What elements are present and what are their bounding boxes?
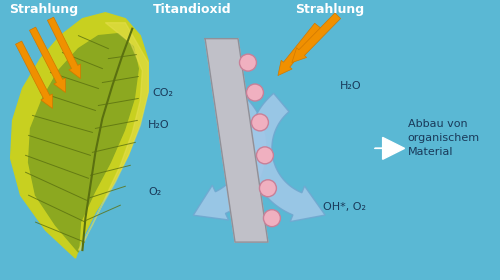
Text: O₂: O₂ — [148, 187, 162, 197]
Text: H₂O: H₂O — [148, 120, 170, 130]
Text: OH*, O₂: OH*, O₂ — [323, 202, 366, 212]
FancyArrow shape — [374, 137, 404, 159]
Circle shape — [260, 180, 276, 197]
Text: Strahlung: Strahlung — [8, 3, 78, 16]
Text: CO₂: CO₂ — [152, 88, 173, 97]
Circle shape — [256, 147, 274, 164]
Circle shape — [264, 210, 280, 227]
FancyArrow shape — [30, 27, 66, 92]
Text: H₂O: H₂O — [340, 81, 361, 90]
Circle shape — [240, 54, 256, 71]
FancyArrow shape — [278, 23, 321, 76]
Polygon shape — [205, 39, 268, 242]
Circle shape — [246, 84, 264, 101]
Polygon shape — [248, 93, 325, 221]
FancyArrow shape — [16, 41, 52, 108]
Text: Titandioxid: Titandioxid — [153, 3, 232, 16]
FancyArrow shape — [48, 17, 80, 79]
Text: Strahlung: Strahlung — [295, 3, 364, 16]
Text: Abbau von
organischem
Material: Abbau von organischem Material — [408, 119, 480, 157]
Circle shape — [252, 114, 268, 131]
FancyArrow shape — [292, 13, 341, 63]
Polygon shape — [28, 34, 138, 252]
Polygon shape — [78, 23, 148, 250]
Polygon shape — [194, 92, 267, 220]
Polygon shape — [10, 13, 148, 258]
